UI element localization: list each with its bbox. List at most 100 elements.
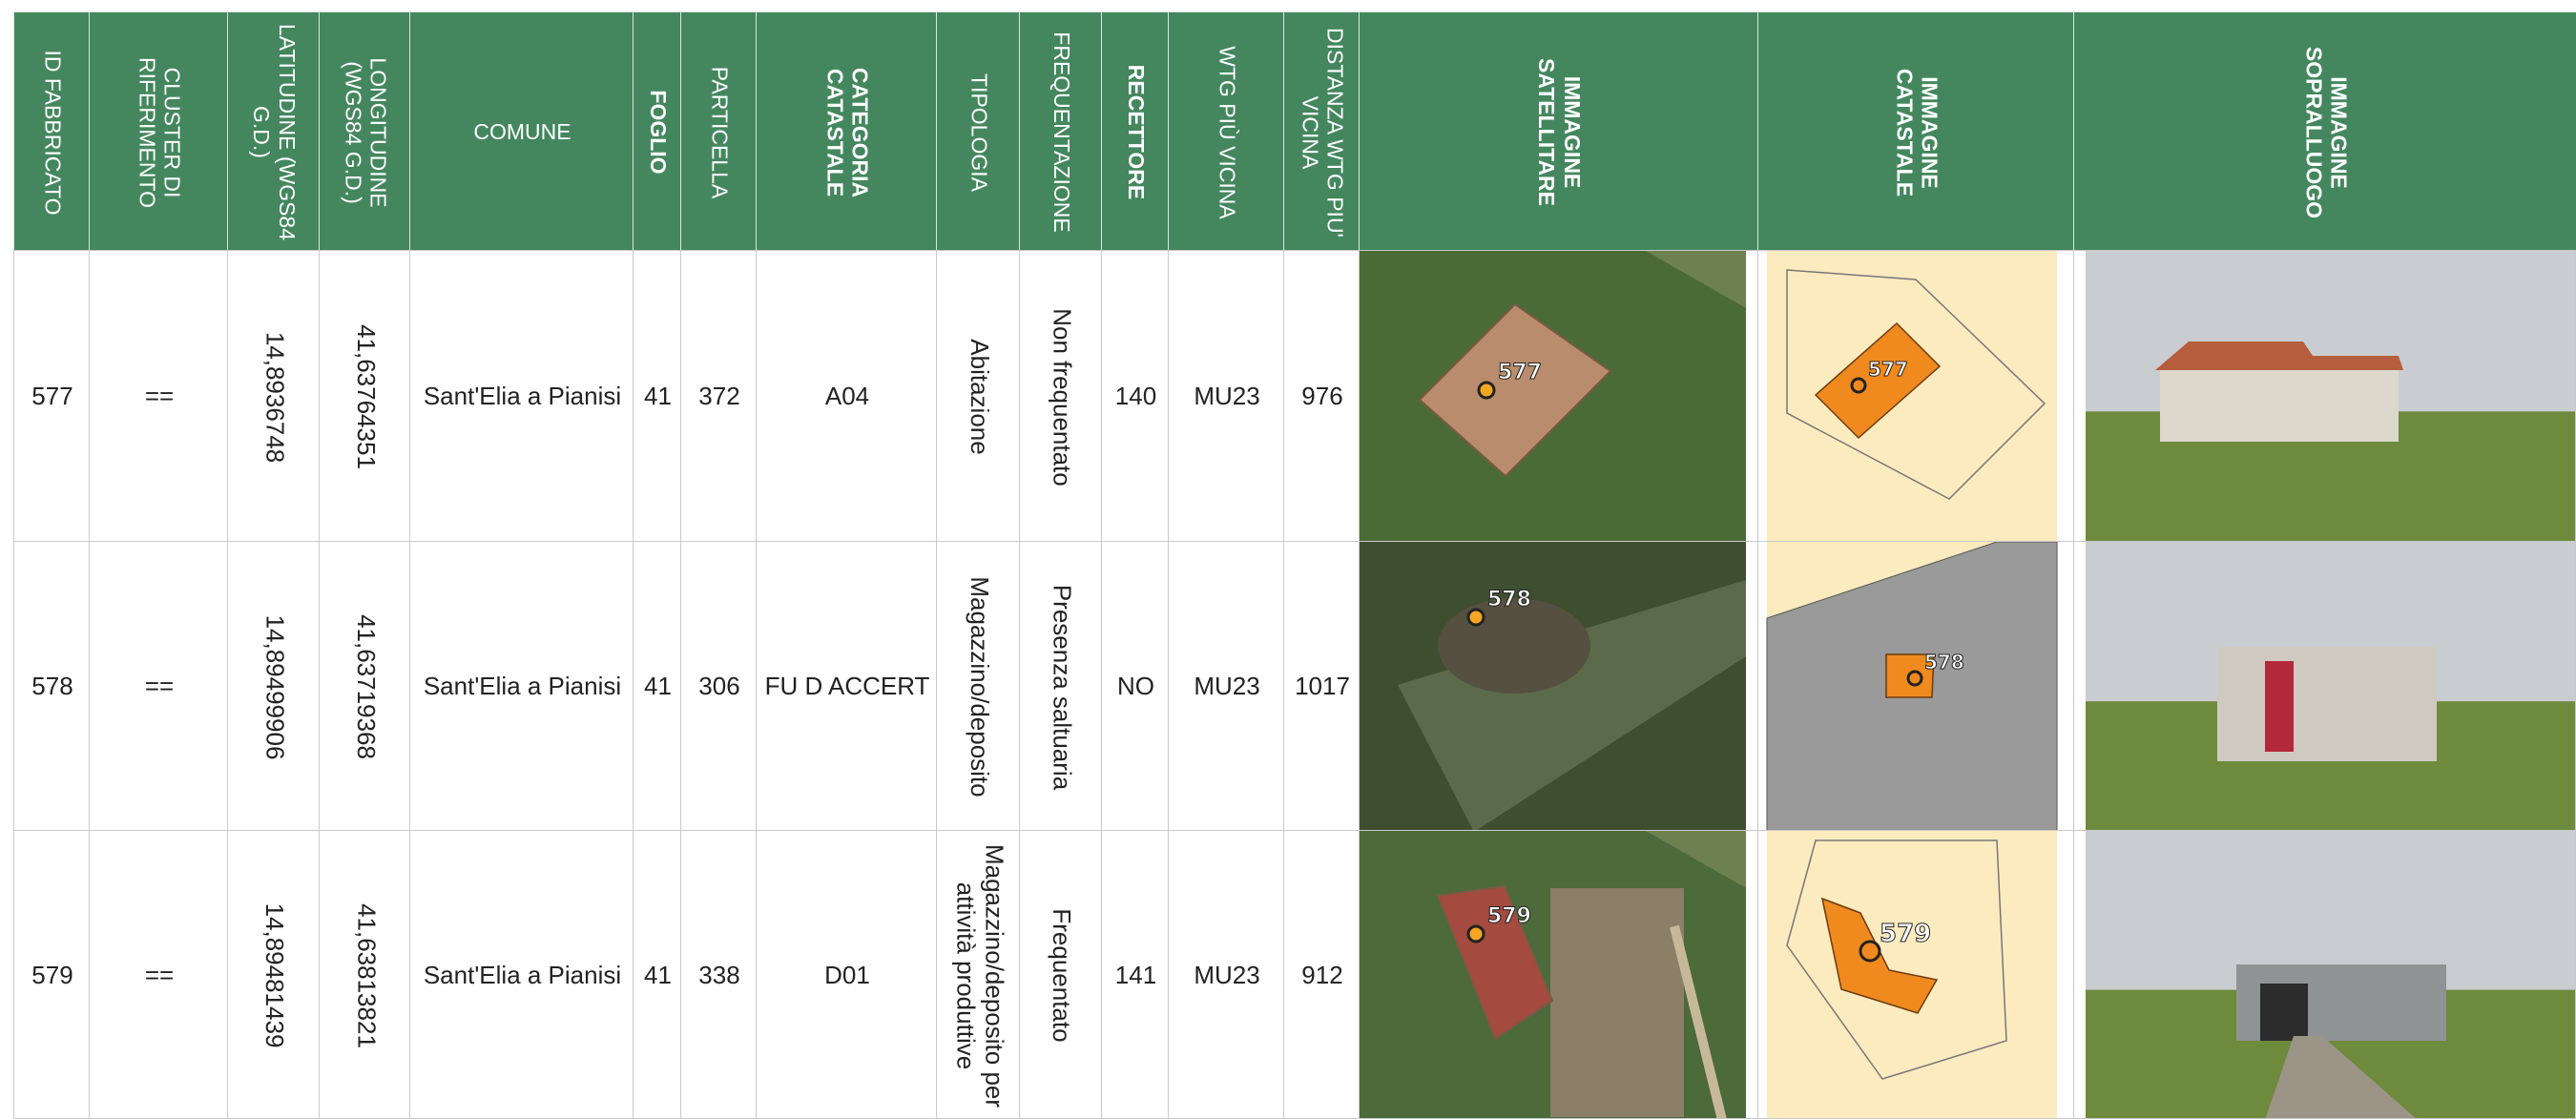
cell-text: Frequentato [1048, 908, 1077, 1043]
cadastral-cell: 579 [1757, 830, 2074, 1119]
cell-text: 41 [644, 672, 672, 701]
shape [1786, 839, 2007, 1080]
table-cell: 41,63719368 [319, 541, 410, 831]
cell-text: Magazzino/deposito per attività produtti… [951, 843, 1008, 1108]
shape [2260, 984, 2308, 1041]
cadastral-cell: 577 [1757, 250, 2074, 542]
table-cell: MU23 [1168, 250, 1284, 542]
cell-text: MU23 [1194, 960, 1260, 989]
shape [2160, 365, 2399, 442]
cell-text: Non frequentato [1048, 307, 1077, 487]
shape [1398, 580, 1746, 830]
cadastral-image: 579 [1767, 831, 2057, 1118]
table-cell: Presenza saltuaria [1019, 541, 1102, 831]
shape [2265, 661, 2294, 752]
cell-text: LATITUDINE (WGS84 G.D.) [249, 23, 300, 241]
cell-text: == [144, 672, 175, 701]
marker [1466, 924, 1485, 943]
marker [1466, 608, 1485, 627]
table-cell: D01 [756, 830, 937, 1119]
cell-text: DISTANZA WTG PIU' VICINA [1298, 27, 1348, 238]
satellite-image: 577 [1360, 251, 1746, 541]
table-cell: MU23 [1168, 541, 1284, 831]
column-header: PARTICELLA [680, 11, 757, 251]
column-header: LATITUDINE (WGS84 G.D.) [227, 11, 320, 251]
cadastral-image: 577 [1767, 251, 2057, 541]
shape [2265, 1036, 2416, 1118]
table-cell: Sant'Elia a Pianisi [409, 250, 634, 542]
cell-text: Abitazione [965, 339, 994, 455]
table-cell: 976 [1283, 250, 1360, 542]
marker-label: 579 [1880, 920, 1931, 948]
cell-text: 14,8936748 [260, 331, 290, 463]
cell-text: A04 [824, 382, 870, 411]
table-cell: 578 [13, 541, 90, 831]
table-cell: Frequentato [1019, 830, 1102, 1119]
cell-text: 14,89499906 [260, 614, 290, 759]
column-header: TIPOLOGIA [936, 11, 1020, 251]
column-header: FREQUENTAZIONE [1019, 11, 1102, 251]
cell-text: Sant'Elia a Pianisi [423, 382, 622, 411]
cell-text: 140 [1114, 382, 1157, 411]
site-photo [2086, 542, 2575, 830]
cell-text: 41 [644, 382, 672, 411]
cell-text: 577 [31, 382, 73, 411]
marker [1906, 670, 1923, 687]
marker [1850, 377, 1867, 394]
cell-text: FOGLIO [645, 90, 671, 175]
column-header: RECETTORE [1101, 11, 1169, 251]
column-header: WTG PIÙ VICINA [1168, 11, 1284, 251]
marker-label: 579 [1487, 904, 1531, 928]
table-cell: 141 [1101, 830, 1169, 1119]
column-header: IMMAGINE CATASTALE [1757, 11, 2074, 251]
marker-label: 578 [1924, 651, 1964, 673]
table-cell: 1017 [1283, 541, 1360, 831]
cell-text: 578 [31, 672, 73, 701]
shape [1646, 831, 1746, 888]
photo-cell [2073, 541, 2576, 831]
cell-text: 41,63813821 [351, 902, 381, 1048]
shape [1418, 302, 1612, 478]
table-cell: 140 [1101, 250, 1169, 542]
cell-text: IMMAGINE SATELLITARE [1534, 57, 1585, 207]
table-cell: 912 [1283, 830, 1360, 1119]
table-cell: 338 [680, 830, 757, 1119]
column-header: COMUNE [409, 11, 634, 251]
cell-text: NO [1117, 672, 1154, 701]
satellite-cell: 579 [1359, 830, 1758, 1119]
site-photo [2086, 831, 2575, 1118]
cell-text: COMUNE [473, 119, 571, 145]
cell-text: FREQUENTAZIONE [1049, 31, 1074, 233]
column-header: CATEGORIA CATASTALE [756, 11, 937, 251]
marker [1477, 381, 1496, 400]
cell-text: Magazzino/deposito [965, 576, 994, 798]
cadastral-cell: 578 [1757, 541, 2074, 831]
cell-text: IMMAGINE SOPRALLUOGO [2301, 46, 2352, 218]
cell-text: 372 [698, 382, 740, 411]
column-header: DISTANZA WTG PIU' VICINA [1283, 11, 1360, 251]
cell-text: RECETTORE [1123, 64, 1149, 200]
table-cell: 14,89481439 [227, 830, 320, 1119]
site-photo [2086, 251, 2575, 541]
table-cell: == [89, 541, 228, 831]
table-cell: 14,8936748 [227, 250, 320, 542]
shape [1646, 251, 1746, 308]
shape [1814, 321, 1942, 440]
cell-text: 41,63719368 [351, 614, 381, 759]
shape [2155, 342, 2403, 370]
cell-text: D01 [824, 960, 870, 989]
shape [1767, 251, 2057, 541]
cadastral-image: 578 [1766, 542, 2058, 830]
shape [1670, 924, 1727, 1118]
column-header: CLUSTER DI RIFERIMENTO [89, 11, 228, 251]
table-cell: NO [1101, 541, 1169, 831]
table-cell: 41,63813821 [319, 830, 410, 1119]
cell-text: Sant'Elia a Pianisi [423, 672, 622, 701]
marker-label: 578 [1487, 588, 1531, 611]
cell-text: MU23 [1194, 672, 1260, 701]
cell-text: 41,63764351 [351, 324, 381, 469]
satellite-cell: 578 [1359, 541, 1758, 831]
photo-cell [2073, 830, 2576, 1119]
table-cell: Non frequentato [1019, 250, 1102, 542]
